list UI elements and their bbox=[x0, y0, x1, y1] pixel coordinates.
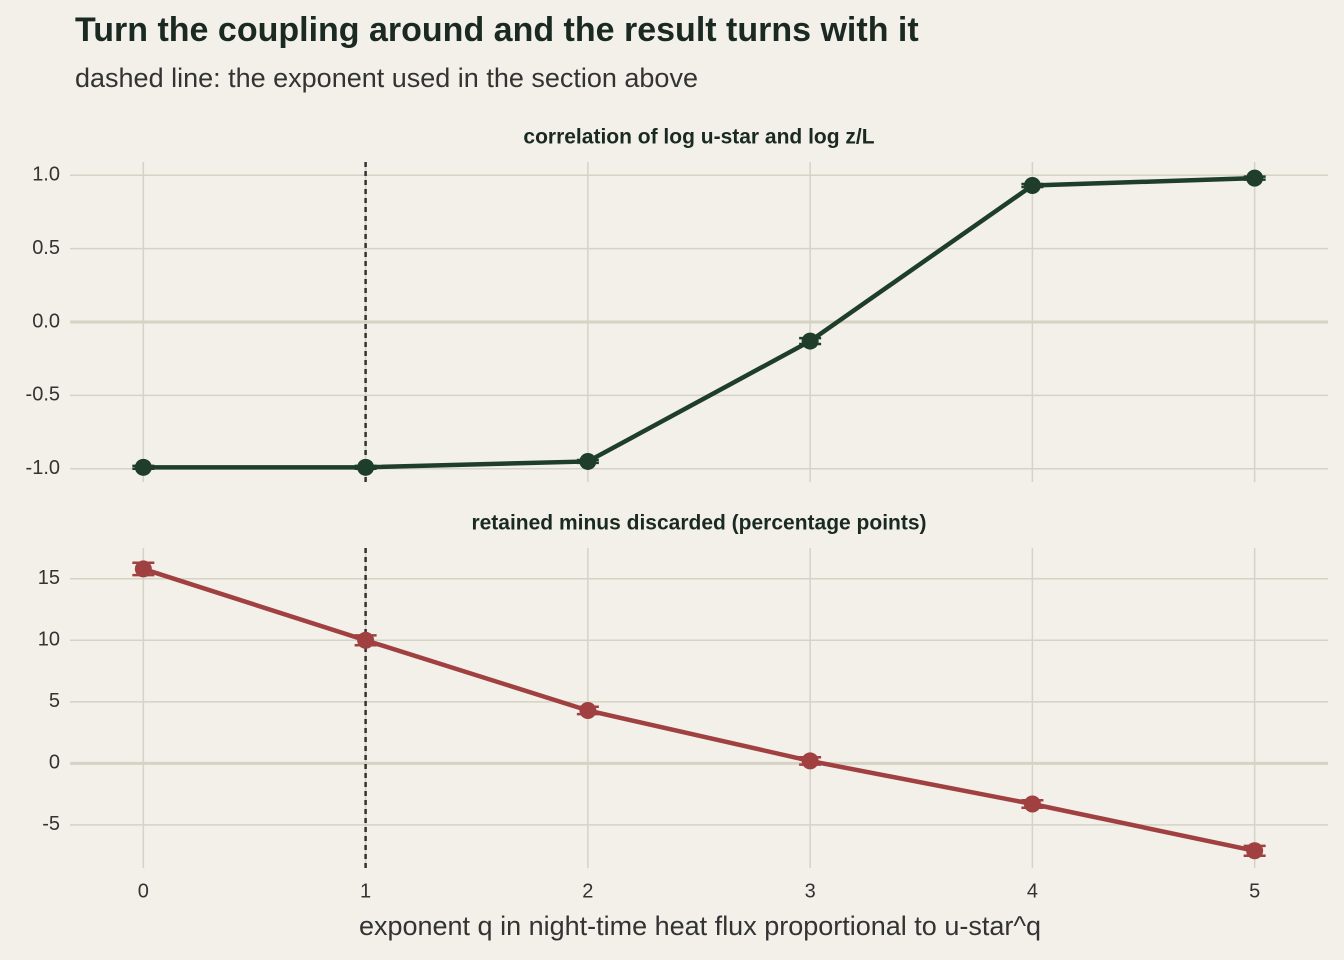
data-point bbox=[579, 452, 597, 470]
x-tick-label: 5 bbox=[1249, 880, 1260, 902]
y-tick-label: 5 bbox=[49, 690, 60, 712]
x-tick-label: 2 bbox=[582, 880, 593, 902]
data-point bbox=[134, 560, 152, 578]
data-line bbox=[142, 566, 1256, 853]
x-axis-label: exponent q in night-time heat flux propo… bbox=[359, 911, 1041, 941]
x-tick-label: 1 bbox=[360, 880, 371, 902]
data-point bbox=[1246, 169, 1264, 187]
y-tick-label: 10 bbox=[38, 629, 60, 651]
y-tick-label: -1.0 bbox=[26, 457, 60, 479]
x-tick-label: 3 bbox=[805, 880, 816, 902]
y-tick-label: -0.5 bbox=[26, 384, 60, 406]
data-point bbox=[357, 631, 375, 649]
data-point bbox=[801, 752, 819, 770]
x-tick-label: 4 bbox=[1027, 880, 1038, 902]
data-line bbox=[143, 175, 1255, 470]
panel-title: retained minus discarded (percentage poi… bbox=[471, 512, 926, 535]
data-point bbox=[579, 701, 597, 719]
data-point bbox=[1023, 176, 1041, 194]
chart-subtitle: dashed line: the exponent used in the se… bbox=[75, 63, 698, 93]
chart-title: Turn the coupling around and the result … bbox=[75, 11, 919, 49]
y-tick-label: -5 bbox=[42, 813, 60, 835]
y-tick-label: 0 bbox=[49, 752, 60, 774]
data-point bbox=[357, 458, 375, 476]
data-point bbox=[1023, 795, 1041, 813]
data-point bbox=[801, 332, 819, 350]
y-tick-label: 0.5 bbox=[32, 237, 60, 259]
data-point bbox=[1246, 842, 1264, 860]
data-point bbox=[134, 458, 152, 476]
panel-title: correlation of log u-star and log z/L bbox=[523, 126, 874, 149]
x-tick-label: 0 bbox=[138, 880, 149, 902]
y-tick-label: 0.0 bbox=[32, 310, 60, 332]
y-tick-label: 1.0 bbox=[32, 163, 60, 185]
y-tick-label: 15 bbox=[38, 567, 60, 589]
